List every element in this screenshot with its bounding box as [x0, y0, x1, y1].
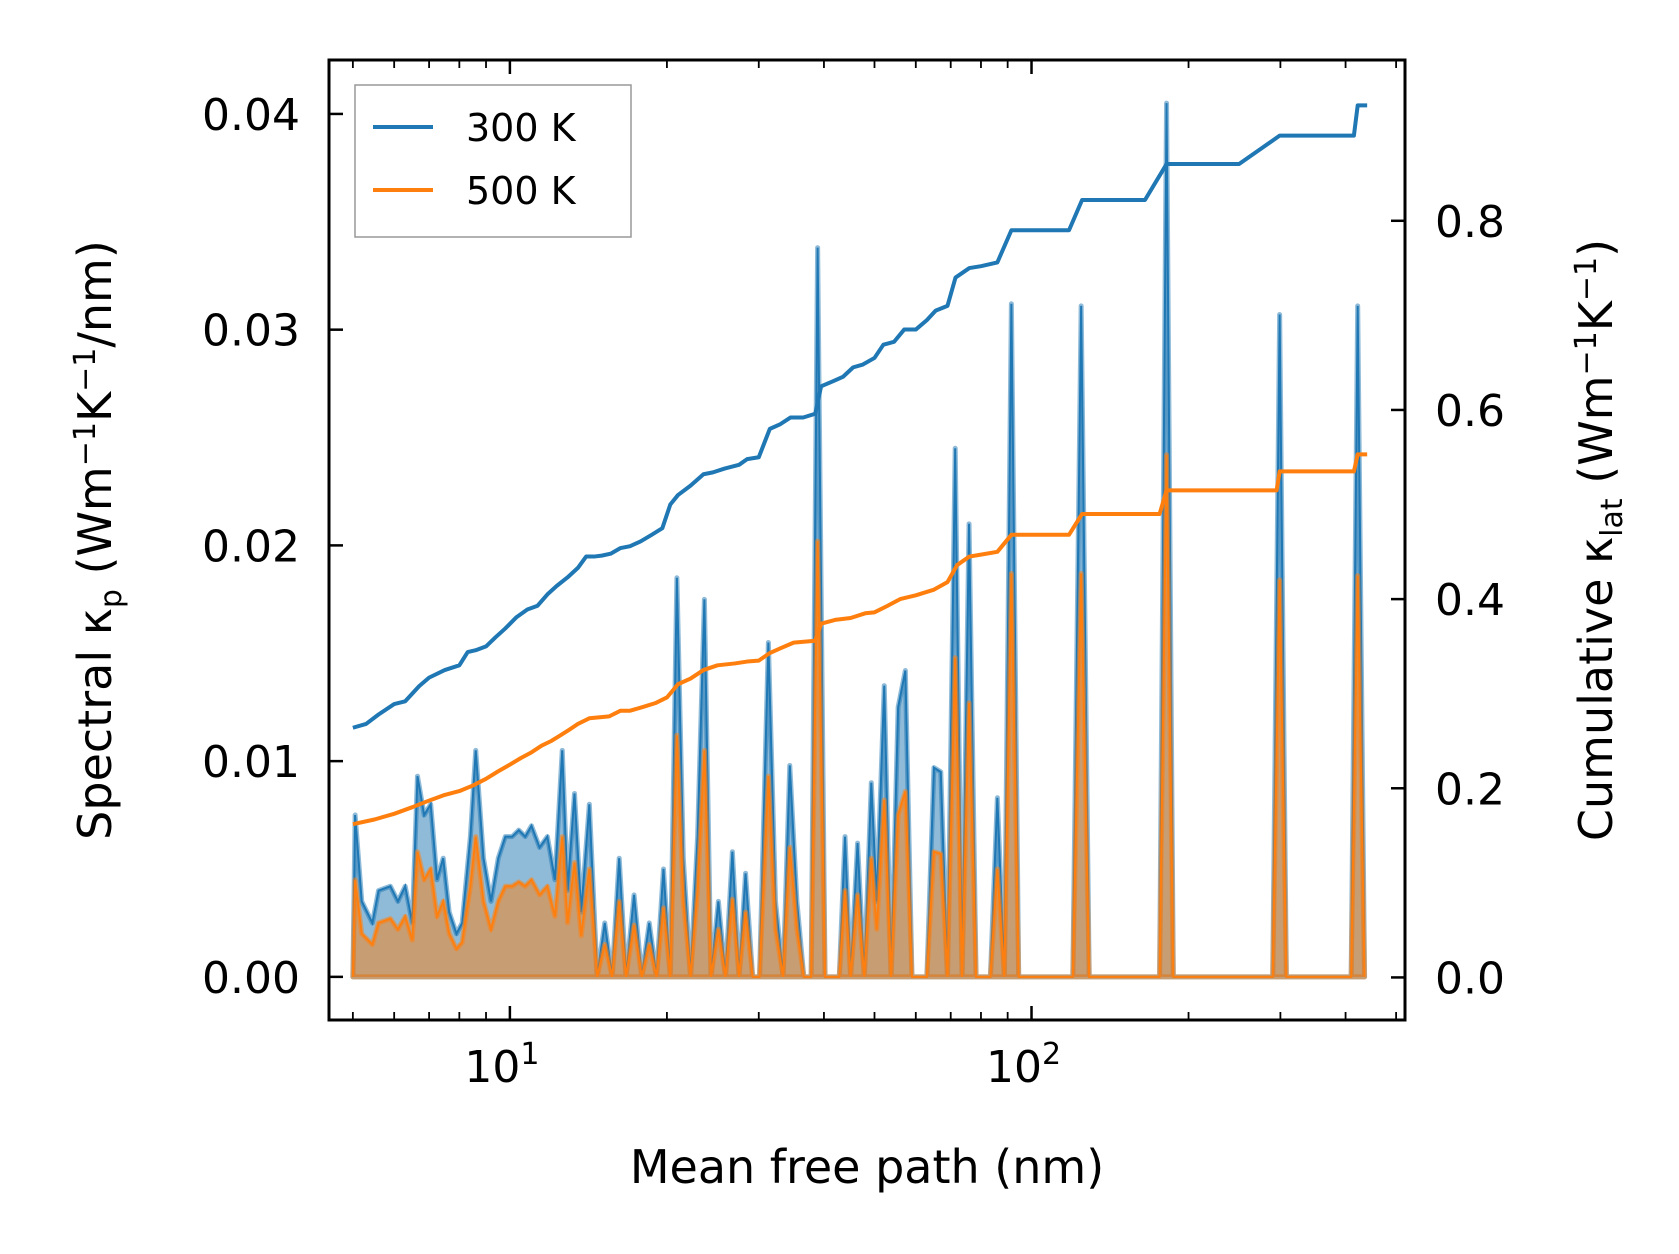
legend-label-500k: 500 K	[466, 169, 577, 213]
spectral-layer	[350, 100, 1368, 980]
ticks-layer: 0.00 0.01 0.02 0.03 0.04 0.0 0.2 0.4 0.6 0.8 101 10…	[202, 60, 1505, 1093]
legend-box	[354, 84, 632, 238]
y-left-tick-label: 0.01	[202, 737, 300, 788]
legend: 300 K 500 K	[354, 84, 632, 238]
y-axis-left-label: Spectral κp (Wm−1K−1/nm)	[68, 240, 129, 840]
y-right-tick-label: 0.2	[1435, 764, 1505, 815]
y-left-tick-label: 0.03	[202, 306, 300, 357]
y-left-tick-label: 0.04	[202, 90, 300, 141]
x-axis-title: Mean free path (nm)	[630, 1140, 1104, 1194]
x-axis-label: Mean free path (nm)	[630, 1140, 1104, 1194]
cumulative-layer	[352, 103, 1368, 827]
cumulative-line-300k	[352, 103, 1368, 730]
y-right-tick-label: 0.6	[1435, 386, 1505, 437]
x-tick-label: 102	[986, 1037, 1061, 1093]
y-right-tick-label: 0.8	[1435, 197, 1505, 248]
y-axis-right-label: Cumulative κlat (Wm−1K−1)	[1569, 239, 1630, 841]
y-right-tick-label: 0.0	[1435, 953, 1505, 1004]
x-tick-label: 101	[464, 1037, 539, 1093]
plot-frame	[327, 58, 1407, 1022]
y-right-tick-label: 0.4	[1435, 575, 1505, 626]
y-left-tick-label: 0.02	[202, 521, 300, 572]
legend-label-300k: 300 K	[466, 106, 577, 150]
cumulative-line-500k	[352, 452, 1368, 827]
y-left-tick-label: 0.00	[202, 953, 300, 1004]
spectral-line-500k	[351, 454, 1366, 978]
